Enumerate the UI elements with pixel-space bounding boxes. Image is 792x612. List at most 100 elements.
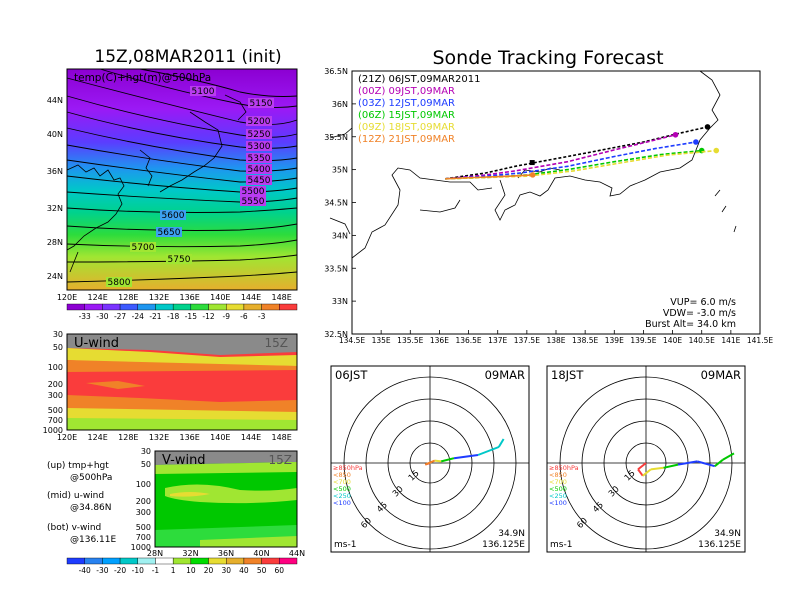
lon-tick-label: 132E: [149, 433, 169, 442]
colorbar-swatch: [261, 303, 280, 311]
u-wind-frame: [66, 333, 298, 431]
hodograph-segment: [650, 466, 664, 471]
colorbar-swatch: [226, 557, 245, 565]
contour-label-bg: [240, 196, 266, 206]
lat-tick-label: 32N: [182, 549, 198, 558]
pressure-legend-entry: <500: [549, 485, 567, 493]
lat-tick-label: 28N: [47, 238, 63, 247]
x-tick-label: 141E: [721, 336, 740, 345]
pressure-legend-entry: ≥850hPa: [333, 464, 363, 472]
colorbar-swatch: [226, 303, 245, 311]
hodograph-segment: [497, 438, 505, 448]
hodograph-lat: 34.9N: [498, 529, 525, 539]
trajectory-line: [445, 141, 697, 180]
trajectory-coastlines: [329, 70, 737, 259]
pressure-tick-label: 100: [136, 480, 151, 489]
lon-tick-label: 140E: [210, 293, 230, 302]
pressure-tick-label: 30: [53, 330, 63, 339]
hodograph-date: 09MAR: [485, 368, 525, 382]
hodograph-segment: [453, 454, 479, 460]
colorbar-label: 40: [239, 566, 249, 575]
contour-label-bg: [246, 175, 272, 185]
hodograph-lon: 136.125E: [698, 540, 741, 550]
trajectory-line: [445, 126, 708, 180]
lon-tick-label: 144E: [241, 433, 261, 442]
trajectory-endpoint: [672, 131, 679, 138]
hodograph-time: 18JST: [551, 368, 584, 382]
trajectory-legend: (21Z) 06JST,09MAR2011(00Z) 09JST,09MAR(0…: [358, 74, 480, 145]
trajectory-line: [445, 149, 717, 180]
map-500hpa-panel: temp(C)+hgt(m)@500hPa 5100 5150 5200 5250 53…: [47, 68, 298, 321]
x-tick-label: 136.5E: [455, 336, 481, 345]
pressure-tick-label: 100: [48, 363, 63, 372]
colorbar-swatch: [84, 557, 103, 565]
x-tick-label: 134.5E: [339, 336, 365, 345]
hodograph-lat: 34.9N: [714, 529, 741, 539]
lat-tick-label: 28N: [147, 549, 163, 558]
legend-entry: (03Z) 12JST,09MAR: [358, 98, 455, 109]
v-wind-lat-ticks: 28N 32N 36N 40N 44N: [147, 549, 305, 558]
y-tick-label: 35N: [332, 166, 348, 175]
colorbar-swatch: [66, 557, 85, 565]
pressure-tick-label: 500: [136, 523, 151, 532]
pressure-legend-entry: ≥850hPa: [549, 464, 579, 472]
hodograph-time: 06JST: [335, 368, 368, 382]
colorbar-swatch: [243, 557, 262, 565]
trajectory-parameter: VDW= -3.0 m/s: [663, 308, 736, 319]
colorbar-swatch: [279, 557, 298, 565]
contour-label: 5450: [248, 176, 271, 186]
pressure-tick-label: 300: [48, 391, 63, 400]
contour-label-bg: [106, 277, 132, 287]
legend-entry: (12Z) 21JST,09MAR: [358, 134, 455, 145]
map-500-lat-ticks: 44N 40N 36N 32N 28N 24N: [47, 96, 63, 281]
lon-tick-label: 140E: [210, 433, 230, 442]
x-tick-label: 141.5E: [747, 336, 773, 345]
trajectory-line: [445, 174, 533, 180]
colorbar-swatch: [155, 303, 174, 311]
x-tick-label: 135.5E: [397, 336, 423, 345]
colorbar-swatch: [172, 303, 192, 311]
left-title: 15Z,08MAR2011 (init): [94, 47, 281, 67]
contour-label-bg: [246, 129, 272, 139]
lon-tick-label: 128E: [118, 433, 138, 442]
hodograph-segment: [696, 460, 716, 468]
colorbar-label: -21: [149, 312, 161, 321]
trajectory-series: [445, 124, 720, 180]
wind-colorbar: -40 -30 -20 -10 -1 1 10 20 30 40 50 60: [66, 557, 298, 575]
lon-tick-label: 144E: [241, 293, 261, 302]
colorbar-label: 30: [221, 566, 231, 575]
contour-label: 5350: [248, 154, 271, 164]
contour-label: 5400: [248, 165, 271, 175]
legend-note-line1: (bot) v-wind: [47, 523, 101, 533]
contour-label-bg: [160, 210, 186, 220]
colorbar-label: -10: [132, 566, 144, 575]
colorbar-label: -27: [114, 312, 126, 321]
pressure-tick-label: 50: [141, 460, 151, 469]
lon-tick-label: 132E: [149, 293, 169, 302]
hodograph-lon: 136.125E: [482, 540, 525, 550]
hodograph-unit: ms-1: [334, 540, 356, 550]
x-tick-label: 137E: [488, 336, 507, 345]
y-tick-label: 32.5N: [324, 330, 348, 339]
lat-tick-label: 24N: [47, 272, 63, 281]
colorbar-swatch: [137, 303, 156, 311]
pressure-legend-entry: <850: [549, 471, 567, 479]
pressure-tick-label: 700: [136, 533, 151, 542]
contour-label: 5200: [248, 117, 271, 127]
pressure-tick-label: 500: [48, 406, 63, 415]
lat-tick-label: 44N: [47, 96, 63, 105]
y-tick-label: 34N: [332, 231, 348, 240]
legend-note-line1: (up) tmp+hgt: [47, 461, 109, 471]
x-tick-label: 135E: [372, 336, 391, 345]
pressure-legend-entry: <250: [549, 492, 567, 500]
colorbar-swatch: [102, 303, 121, 311]
colorbar-swatch: [243, 303, 262, 311]
pressure-legend-entry: <700: [333, 478, 351, 486]
trajectory-endpoint: [704, 124, 711, 130]
colorbar-label: 20: [204, 566, 214, 575]
hodograph-segment: [642, 468, 652, 477]
lon-tick-label: 124E: [88, 433, 108, 442]
temperature-colorbar: -33 -30 -27 -24 -21 -18 -15 -12 -9 -6 -3: [66, 303, 298, 321]
colorbar-label: -18: [167, 312, 179, 321]
